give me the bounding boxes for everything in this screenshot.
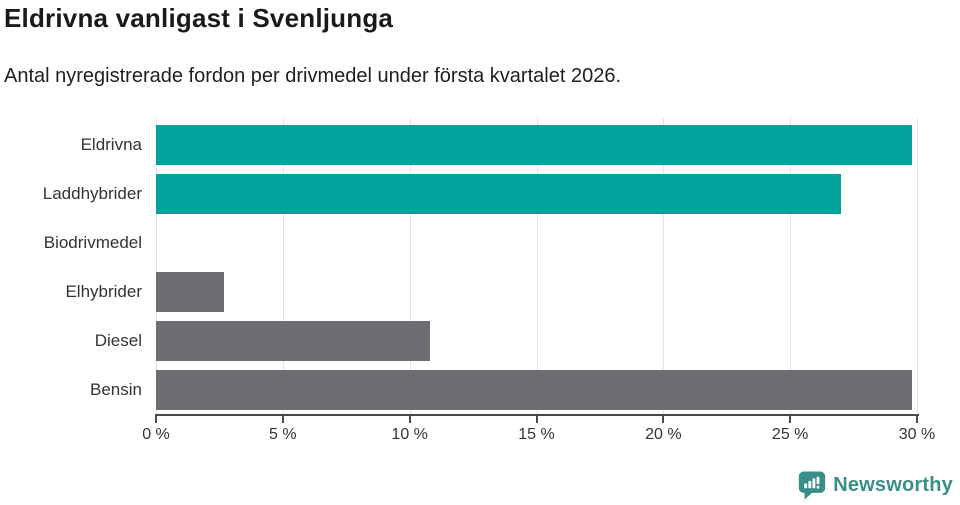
tick-mark-20	[662, 416, 665, 423]
bar-track-eldrivna	[156, 124, 917, 165]
row-label-diesel: Diesel	[94, 330, 142, 350]
newsworthy-logo-link[interactable]: Newsworthy	[798, 470, 953, 501]
tick-label-25: 25 %	[771, 426, 809, 443]
bar-bensin	[156, 369, 912, 410]
tick-mark-5	[281, 416, 284, 423]
row-label-bensin: Bensin	[90, 379, 142, 399]
chart-title: Eldrivna vanligast i Svenljunga	[4, 3, 394, 33]
bar-track-diesel	[156, 320, 917, 361]
bar-elhybrider	[156, 271, 225, 312]
gridline-5	[282, 118, 284, 414]
bar-laddhybrider	[156, 173, 841, 214]
chart-row-laddhybrider: Laddhybrider	[0, 169, 960, 218]
gridline-25	[790, 118, 792, 414]
tick-label-30: 30 %	[898, 426, 936, 443]
tick-mark-25	[789, 416, 792, 423]
chart-row-diesel: Diesel	[0, 316, 960, 365]
x-axis-ticks: 0 % 5 % 10 % 15 % 20 % 25 % 30 %	[142, 416, 935, 456]
bar-track-laddhybrider	[156, 173, 917, 214]
row-label-laddhybrider: Laddhybrider	[42, 183, 142, 203]
chart-rows: Eldrivna Laddhybrider Biodrivmedel Elhybrid…	[0, 120, 960, 414]
bar-chart: Eldrivna Laddhybrider Biodrivmedel Elhybrid…	[0, 118, 960, 460]
bar-eldrivna	[156, 124, 912, 165]
tick-mark-30	[916, 416, 918, 423]
chart-row-bensin: Bensin	[0, 365, 960, 414]
row-label-eldrivna: Eldrivna	[80, 134, 142, 154]
tick-label-5: 5 %	[269, 426, 297, 443]
bar-chart-speech-bubble-icon	[799, 471, 826, 500]
chart-row-biodrivmedel: Biodrivmedel	[0, 218, 960, 267]
row-label-biodrivmedel: Biodrivmedel	[43, 232, 142, 252]
bar-track-biodrivmedel	[156, 223, 917, 263]
row-label-elhybrider: Elhybrider	[65, 281, 142, 301]
chart-row-eldrivna: Eldrivna	[0, 120, 960, 169]
bar-diesel	[156, 320, 430, 361]
bar-track-bensin	[156, 369, 917, 410]
tick-label-0: 0 %	[142, 426, 170, 443]
gridline-0	[156, 118, 157, 414]
gridline-15	[536, 118, 538, 414]
gridlines	[156, 118, 918, 414]
chart-subtitle: Antal nyregistrerade fordon per drivmede…	[4, 65, 622, 87]
x-axis-line	[155, 414, 919, 416]
tick-label-20: 20 %	[645, 426, 682, 443]
bar-track-elhybrider	[156, 271, 917, 312]
tick-mark-15	[535, 416, 538, 423]
tick-mark-10	[408, 416, 411, 423]
gridline-20	[663, 118, 665, 414]
gridline-10	[409, 118, 411, 414]
tick-label-15: 15 %	[518, 426, 555, 443]
newsworthy-logo-text: Newsworthy	[833, 474, 953, 496]
tick-label-10: 10 %	[391, 426, 428, 443]
chart-row-elhybrider: Elhybrider	[0, 267, 960, 316]
tick-mark-0	[155, 416, 157, 423]
gridline-30	[917, 118, 918, 414]
